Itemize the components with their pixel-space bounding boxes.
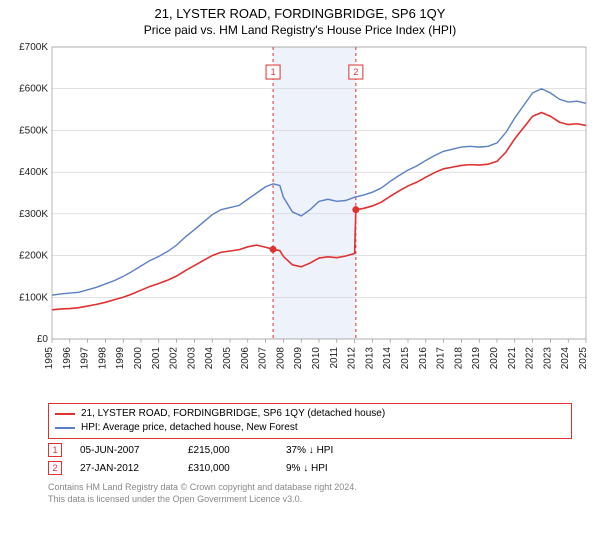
svg-text:2015: 2015 bbox=[400, 347, 411, 370]
event-pct: 37% ↓ HPI bbox=[286, 445, 366, 456]
event-marker: 1 bbox=[48, 443, 62, 457]
event-row: 1 05-JUN-2007 £215,000 37% ↓ HPI bbox=[48, 441, 572, 459]
svg-text:2022: 2022 bbox=[525, 347, 536, 370]
svg-text:2016: 2016 bbox=[418, 347, 429, 370]
svg-text:£100K: £100K bbox=[19, 292, 48, 303]
svg-text:2024: 2024 bbox=[560, 347, 571, 370]
svg-text:£300K: £300K bbox=[19, 209, 48, 220]
svg-text:2012: 2012 bbox=[347, 347, 358, 370]
svg-text:£200K: £200K bbox=[19, 251, 48, 262]
svg-text:2025: 2025 bbox=[578, 347, 589, 370]
svg-text:2005: 2005 bbox=[222, 347, 233, 370]
svg-text:2021: 2021 bbox=[507, 347, 518, 370]
chart-subtitle: Price paid vs. HM Land Registry's House … bbox=[6, 23, 594, 37]
svg-text:1999: 1999 bbox=[115, 347, 126, 370]
legend-label-property: 21, LYSTER ROAD, FORDINGBRIDGE, SP6 1QY … bbox=[81, 407, 385, 421]
legend-swatch-property bbox=[55, 413, 75, 415]
svg-text:2004: 2004 bbox=[204, 347, 215, 370]
chart-title: 21, LYSTER ROAD, FORDINGBRIDGE, SP6 1QY bbox=[6, 6, 594, 21]
svg-text:2011: 2011 bbox=[329, 347, 340, 369]
price-chart: £0 £100K £200K £300K £400K £500K £600K £700K 1 2 1… bbox=[6, 39, 594, 399]
event-row: 2 27-JAN-2012 £310,000 9% ↓ HPI bbox=[48, 459, 572, 477]
svg-text:2003: 2003 bbox=[186, 347, 197, 370]
event-price: £215,000 bbox=[188, 445, 268, 456]
svg-text:£600K: £600K bbox=[19, 84, 48, 95]
svg-text:2000: 2000 bbox=[133, 347, 144, 370]
legend: 21, LYSTER ROAD, FORDINGBRIDGE, SP6 1QY … bbox=[48, 403, 572, 439]
event-list: 1 05-JUN-2007 £215,000 37% ↓ HPI 2 27-JA… bbox=[48, 441, 572, 477]
svg-text:2018: 2018 bbox=[453, 347, 464, 370]
svg-text:2020: 2020 bbox=[489, 347, 500, 370]
svg-text:2007: 2007 bbox=[258, 347, 269, 370]
svg-text:£0: £0 bbox=[37, 334, 49, 345]
svg-text:2014: 2014 bbox=[382, 347, 393, 370]
svg-text:£500K: £500K bbox=[19, 125, 48, 136]
svg-text:£400K: £400K bbox=[19, 167, 48, 178]
svg-text:2006: 2006 bbox=[240, 347, 251, 370]
legend-item-property: 21, LYSTER ROAD, FORDINGBRIDGE, SP6 1QY … bbox=[55, 407, 565, 421]
legend-swatch-hpi bbox=[55, 427, 75, 429]
legend-label-hpi: HPI: Average price, detached house, New … bbox=[81, 421, 298, 435]
svg-text:2019: 2019 bbox=[471, 347, 482, 370]
legend-item-hpi: HPI: Average price, detached house, New … bbox=[55, 421, 565, 435]
event-price: £310,000 bbox=[188, 463, 268, 474]
svg-text:1997: 1997 bbox=[80, 347, 91, 370]
svg-text:2017: 2017 bbox=[436, 347, 447, 370]
svg-text:2009: 2009 bbox=[293, 347, 304, 370]
svg-text:2008: 2008 bbox=[275, 347, 286, 370]
svg-text:1998: 1998 bbox=[97, 347, 108, 370]
event-pct: 9% ↓ HPI bbox=[286, 463, 366, 474]
svg-text:2001: 2001 bbox=[151, 347, 162, 370]
svg-text:2002: 2002 bbox=[169, 347, 180, 370]
svg-text:2023: 2023 bbox=[542, 347, 553, 370]
svg-text:2010: 2010 bbox=[311, 347, 322, 370]
svg-text:2013: 2013 bbox=[364, 347, 375, 370]
svg-text:1995: 1995 bbox=[44, 347, 55, 370]
footer-notice: Contains HM Land Registry data © Crown c… bbox=[48, 481, 572, 505]
event-date: 05-JUN-2007 bbox=[80, 445, 170, 456]
event-marker: 2 bbox=[48, 461, 62, 475]
svg-text:1996: 1996 bbox=[62, 347, 73, 370]
event-date: 27-JAN-2012 bbox=[80, 463, 170, 474]
svg-text:1: 1 bbox=[271, 67, 276, 77]
svg-text:2: 2 bbox=[353, 67, 358, 77]
svg-text:£700K: £700K bbox=[19, 42, 48, 53]
